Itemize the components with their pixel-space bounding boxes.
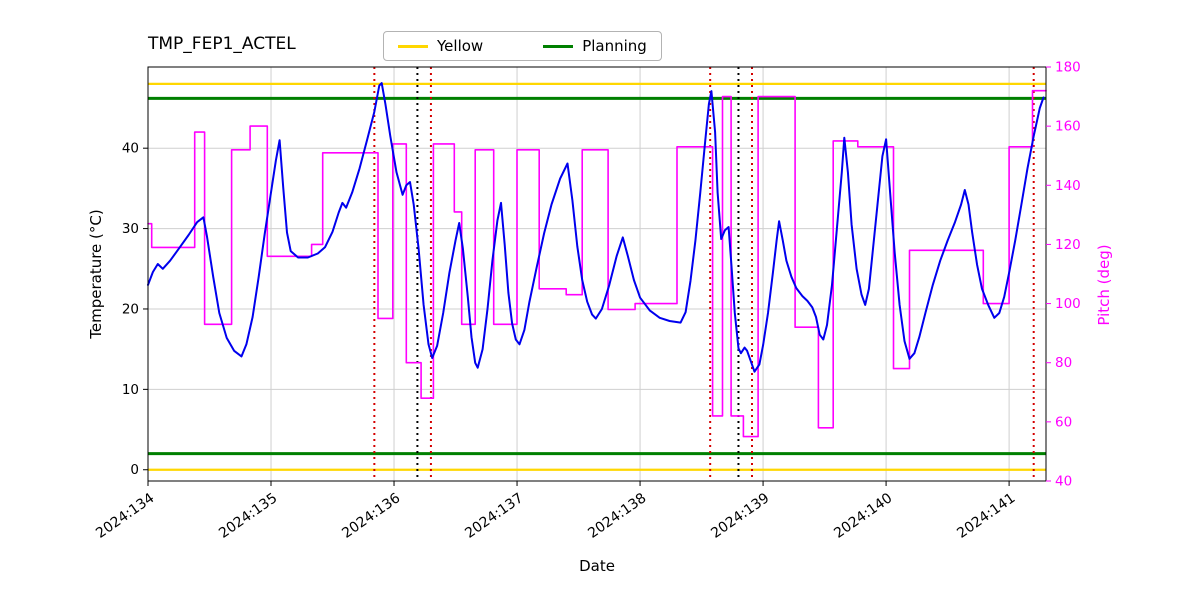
legend-label-yellow: Yellow (437, 37, 484, 55)
y-axis-label-left: Temperature (°C) (87, 209, 105, 339)
svg-text:2024:140: 2024:140 (831, 490, 895, 542)
svg-text:40: 40 (1055, 474, 1072, 490)
legend-item-planning: Planning (543, 37, 647, 55)
svg-text:120: 120 (1055, 237, 1081, 253)
y-axis-label-right: Pitch (deg) (1095, 244, 1113, 326)
svg-text:180: 180 (1055, 60, 1081, 76)
svg-text:30: 30 (122, 221, 139, 237)
svg-text:10: 10 (122, 382, 139, 398)
svg-text:20: 20 (122, 301, 139, 317)
chart-title: TMP_FEP1_ACTEL (148, 34, 296, 54)
x-axis-label: Date (579, 557, 615, 575)
svg-text:40: 40 (122, 141, 139, 157)
svg-text:60: 60 (1055, 414, 1072, 430)
legend-line-sample-yellow (398, 44, 428, 48)
svg-text:100: 100 (1055, 296, 1081, 312)
svg-text:160: 160 (1055, 119, 1081, 135)
svg-text:2024:138: 2024:138 (585, 490, 649, 542)
svg-text:2024:134: 2024:134 (93, 490, 157, 542)
svg-text:2024:139: 2024:139 (708, 490, 772, 542)
legend: Yellow Planning (383, 31, 662, 61)
svg-text:2024:135: 2024:135 (216, 490, 280, 542)
svg-text:140: 140 (1055, 178, 1081, 194)
legend-line-sample-planning (543, 44, 574, 48)
legend-label-planning: Planning (582, 37, 647, 55)
svg-text:2024:137: 2024:137 (462, 490, 526, 542)
svg-text:2024:136: 2024:136 (339, 490, 403, 542)
legend-item-yellow: Yellow (398, 37, 483, 55)
svg-text:0: 0 (130, 462, 139, 478)
svg-text:2024:141: 2024:141 (954, 490, 1018, 542)
svg-text:80: 80 (1055, 355, 1072, 371)
